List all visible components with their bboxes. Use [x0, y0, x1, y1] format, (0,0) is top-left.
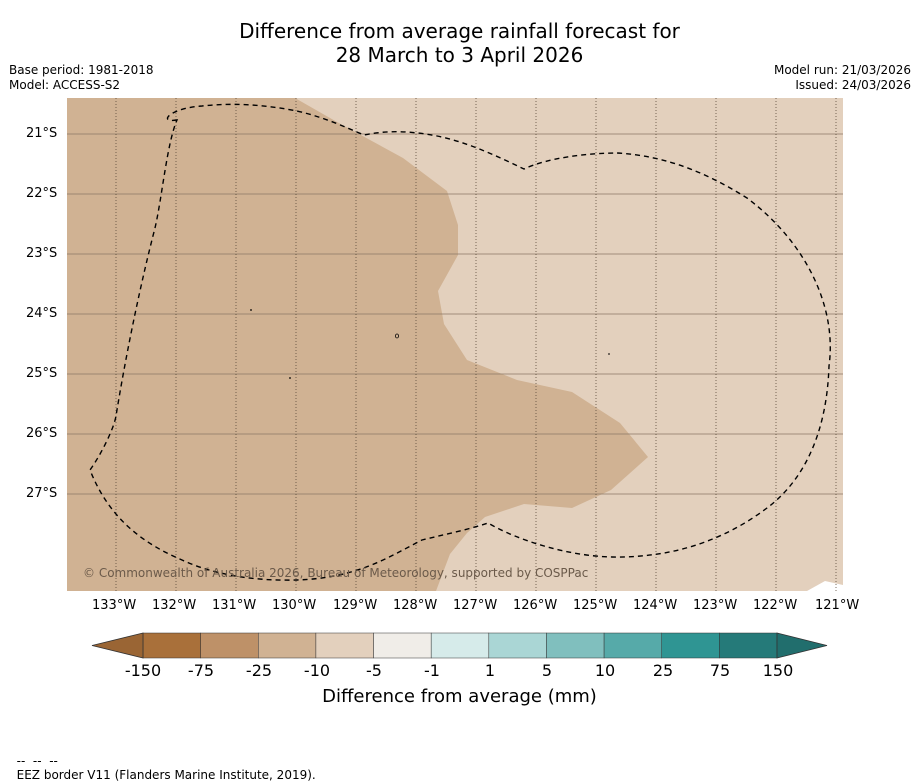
lat-label: 26°S: [26, 426, 58, 441]
lat-label: 22°S: [26, 186, 58, 201]
copyright-text: © Commonwealth of Australia 2026, Bureau…: [83, 566, 588, 580]
lon-label: 121°W: [815, 598, 860, 613]
lon-label: 133°W: [92, 598, 137, 613]
lon-label: 129°W: [333, 598, 378, 613]
colorbar-label: 75: [709, 661, 731, 680]
colorbar-segment: [546, 632, 605, 659]
colorbar-segment: [488, 632, 547, 659]
model-name: Model: ACCESS-S2: [9, 78, 121, 92]
lon-label: 127°W: [453, 598, 498, 613]
colorbar-label: -150: [124, 661, 162, 680]
colorbar-label: -75: [187, 661, 215, 680]
colorbar-label: 10: [594, 661, 616, 680]
lon-label: 130°W: [272, 598, 317, 613]
colorbar-label: -10: [303, 661, 331, 680]
eez-legend-text: EEZ border V11 (Flanders Marine Institut…: [16, 768, 316, 782]
colorbar-segment: [258, 632, 317, 659]
eez-legend-symbol: -- -- --: [16, 754, 58, 768]
lon-label: 125°W: [573, 598, 618, 613]
lat-label: 25°S: [26, 366, 58, 381]
colorbar-segment: [373, 632, 432, 659]
lat-label: 24°S: [26, 306, 58, 321]
colorbar-label: -1: [424, 661, 440, 680]
colorbar-segment: [142, 632, 201, 659]
lon-label: 124°W: [633, 598, 678, 613]
island-marker: [289, 377, 291, 379]
colorbar-label: -5: [366, 661, 382, 680]
island-marker: [394, 333, 399, 339]
title-line-2: 28 March to 3 April 2026: [335, 43, 584, 67]
colorbar-segment: [315, 632, 374, 659]
map-region-corner: [807, 581, 843, 591]
title-line-1: Difference from average rainfall forecas…: [239, 19, 680, 43]
lon-label: 126°W: [513, 598, 558, 613]
colorbar-label: 25: [652, 661, 674, 680]
lon-label: 122°W: [753, 598, 798, 613]
colorbar-extend-high: [776, 632, 828, 659]
map-region-drier-25-75: [67, 98, 648, 591]
lat-label: 27°S: [26, 486, 58, 501]
lon-label: 131°W: [212, 598, 257, 613]
lon-label: 128°W: [393, 598, 438, 613]
lon-label: 132°W: [152, 598, 197, 613]
colorbar: [91, 632, 828, 659]
colorbar-label: -25: [245, 661, 273, 680]
issued-date: Issued: 24/03/2026: [795, 78, 911, 92]
colorbar-segment: [200, 632, 259, 659]
colorbar-segment: [719, 632, 778, 659]
colorbar-segment: [661, 632, 720, 659]
colorbar-segment: [430, 632, 490, 659]
lat-gridlines: [67, 133, 843, 495]
lon-gridlines: [115, 98, 837, 591]
colorbar-title: Difference from average (mm): [322, 686, 597, 707]
colorbar-extend-low: [91, 632, 144, 659]
colorbar-label: 5: [541, 661, 553, 680]
island-marker: [250, 309, 252, 311]
colorbar-label: 150: [762, 661, 794, 680]
lon-label: 123°W: [693, 598, 738, 613]
colorbar-label: 1: [484, 661, 496, 680]
colorbar-segment: [603, 632, 662, 659]
base-period: Base period: 1981-2018: [9, 63, 154, 77]
model-run: Model run: 21/03/2026: [773, 63, 911, 77]
lat-label: 21°S: [26, 126, 58, 141]
rainfall-map: © Commonwealth of Australia 2026, Bureau…: [67, 98, 843, 591]
lat-label: 23°S: [26, 246, 58, 261]
